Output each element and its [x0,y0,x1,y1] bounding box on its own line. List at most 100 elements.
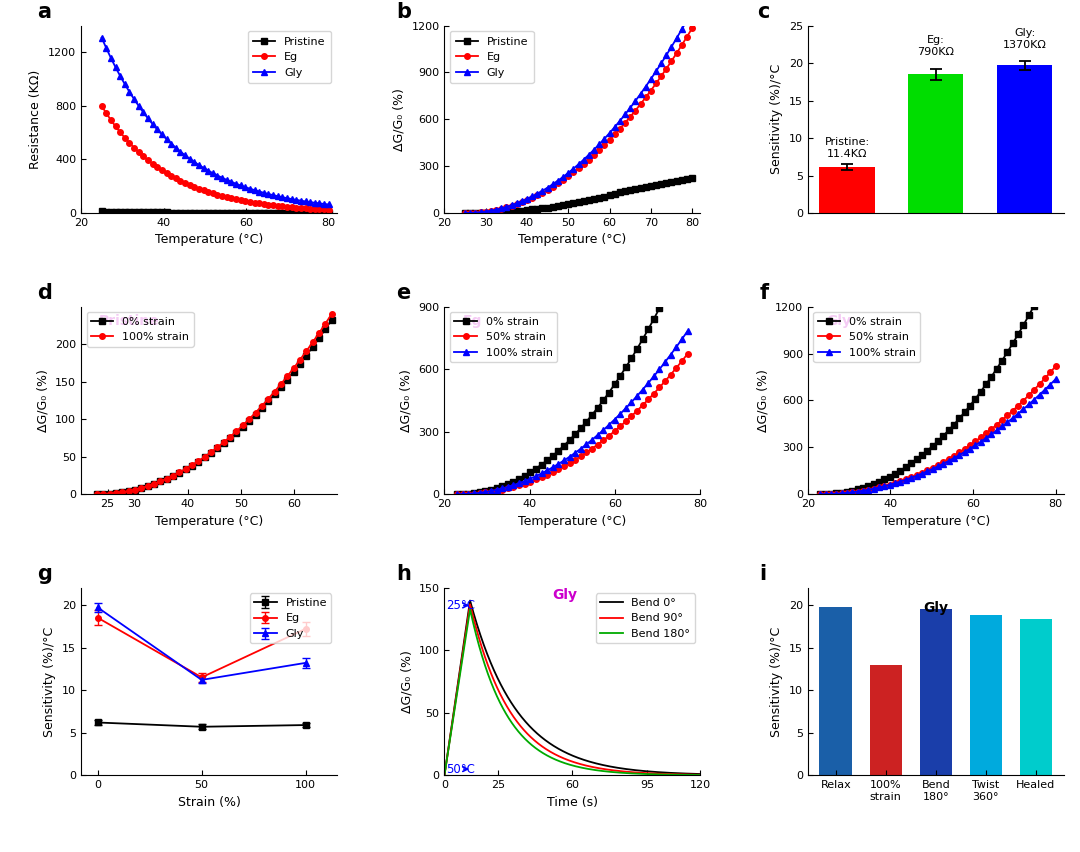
50% strain [1043,367,1056,377]
Pristine [285,208,298,218]
Gly [531,188,544,199]
Pristine [202,208,215,218]
0% strain [1034,291,1047,301]
100% strain [921,466,934,476]
Gly [285,194,298,204]
50% strain [490,486,503,496]
Gly [234,181,247,191]
0% strain [636,334,649,344]
0% strain [192,457,205,467]
100% strain [186,460,199,470]
Gly [243,183,256,193]
100% strain [287,363,300,373]
100% strain [580,439,593,449]
Gly [567,164,580,174]
100% strain [608,414,621,424]
X-axis label: Temperature (°C): Temperature (°C) [154,233,264,246]
Pristine [489,207,502,217]
0% strain [1043,269,1056,279]
100% strain [835,488,848,498]
0% strain [287,366,300,377]
100% strain [312,328,325,338]
0% strain [653,303,666,314]
50% strain [958,444,971,454]
Gly [289,195,302,205]
Gly [146,119,159,130]
0% strain [840,486,853,497]
Pristine [170,207,183,217]
0% strain [846,486,859,496]
100% strain [243,414,256,424]
0% strain [631,344,644,354]
100% strain [675,334,688,344]
Eg [634,99,647,109]
50% strain [529,475,542,485]
Line: 0% strain: 0% strain [818,261,1058,497]
Gly [639,82,652,92]
50% strain [921,465,934,475]
0% strain [1017,320,1030,330]
100% strain [856,486,869,496]
Eg [220,192,233,202]
Pristine [220,208,233,218]
Pristine [474,208,487,218]
X-axis label: Temperature (°C): Temperature (°C) [518,515,626,527]
0% strain [900,462,913,472]
0% strain [148,479,161,489]
Eg [95,101,108,111]
Text: Eg: Eg [462,314,482,329]
Pristine [253,208,266,218]
Gly [105,53,118,63]
0% strain [856,483,869,493]
100% strain [653,364,666,374]
Gly [151,124,164,135]
Pristine [675,175,688,185]
Line: 100% strain: 100% strain [455,328,690,497]
50% strain [856,486,869,496]
Pristine [645,181,658,191]
Gly [469,208,482,218]
Eg [216,191,229,201]
100% strain [664,349,677,360]
Bend 0° [484,656,497,666]
Gly [654,58,667,68]
Bar [869,665,902,775]
100% strain [926,463,939,474]
Legend: 0% strain, 100% strain: 0% strain, 100% strain [86,313,193,347]
50% strain [990,419,1003,429]
Eg [526,193,539,203]
Gly [164,138,177,148]
Eg [257,199,270,209]
100% strain [485,486,498,496]
Pristine [225,208,238,218]
Eg [645,85,658,95]
0% strain [563,435,576,445]
0% strain [608,379,621,389]
Text: i: i [759,564,767,584]
Eg [160,168,173,178]
Bend 90° [693,769,706,780]
50% strain [653,383,666,393]
Pristine [216,208,229,218]
Eg [480,206,492,216]
50% strain [613,421,626,431]
Eg [624,112,637,122]
Eg [234,195,247,205]
50% strain [851,486,864,497]
Eg [613,124,626,134]
0% strain [664,281,677,291]
Pristine [654,179,667,189]
Eg [671,48,684,58]
0% strain [217,438,230,448]
Pristine [156,207,168,217]
50% strain [931,459,944,469]
Pristine [463,208,476,218]
0% strain [969,394,982,404]
Gly [541,182,554,193]
Bend 0° [504,697,517,707]
0% strain [603,388,616,398]
Pristine [151,207,164,217]
Bar [919,609,953,775]
100% strain [1028,394,1041,405]
100% strain [129,485,141,495]
